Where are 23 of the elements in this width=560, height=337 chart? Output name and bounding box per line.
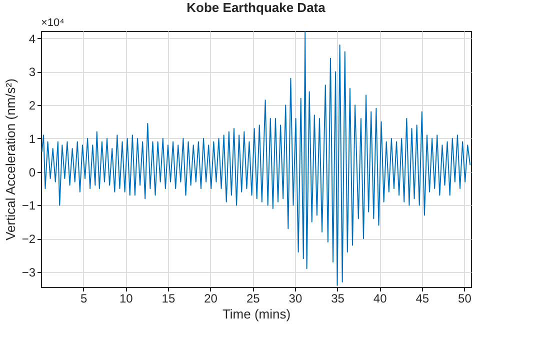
y-tick-label: 3 — [28, 65, 36, 80]
y-tick-label: 1 — [28, 132, 36, 146]
x-tick-label: 30 — [288, 292, 302, 306]
y-axis-title: Vertical Acceleration (nm/s²) — [2, 78, 18, 240]
x-tick-label: 5 — [80, 292, 88, 306]
x-tick-label: 50 — [458, 292, 472, 306]
line-series — [41, 31, 471, 286]
y-tick-label: 2 — [28, 98, 36, 113]
y-tick-label: 4 — [28, 32, 36, 46]
x-tick-label: 20 — [204, 292, 218, 306]
x-tick-label: 35 — [331, 292, 345, 306]
x-tick-label: 10 — [119, 292, 134, 306]
x-axis-title: Time (mins) — [222, 306, 291, 322]
chart-title: Kobe Earthquake Data — [186, 0, 326, 15]
y-tick-label: −1 — [22, 198, 36, 213]
y-tick-label: 0 — [28, 165, 36, 180]
x-tick-label: 15 — [162, 292, 176, 306]
text: ×10⁴ — [41, 17, 65, 29]
y-tick-label: −2 — [22, 232, 36, 246]
x-tick-label: 45 — [416, 292, 430, 306]
x-tick-label: 40 — [373, 292, 388, 306]
y-tick-label: −3 — [22, 265, 36, 280]
x-tick-label: 25 — [246, 292, 260, 306]
